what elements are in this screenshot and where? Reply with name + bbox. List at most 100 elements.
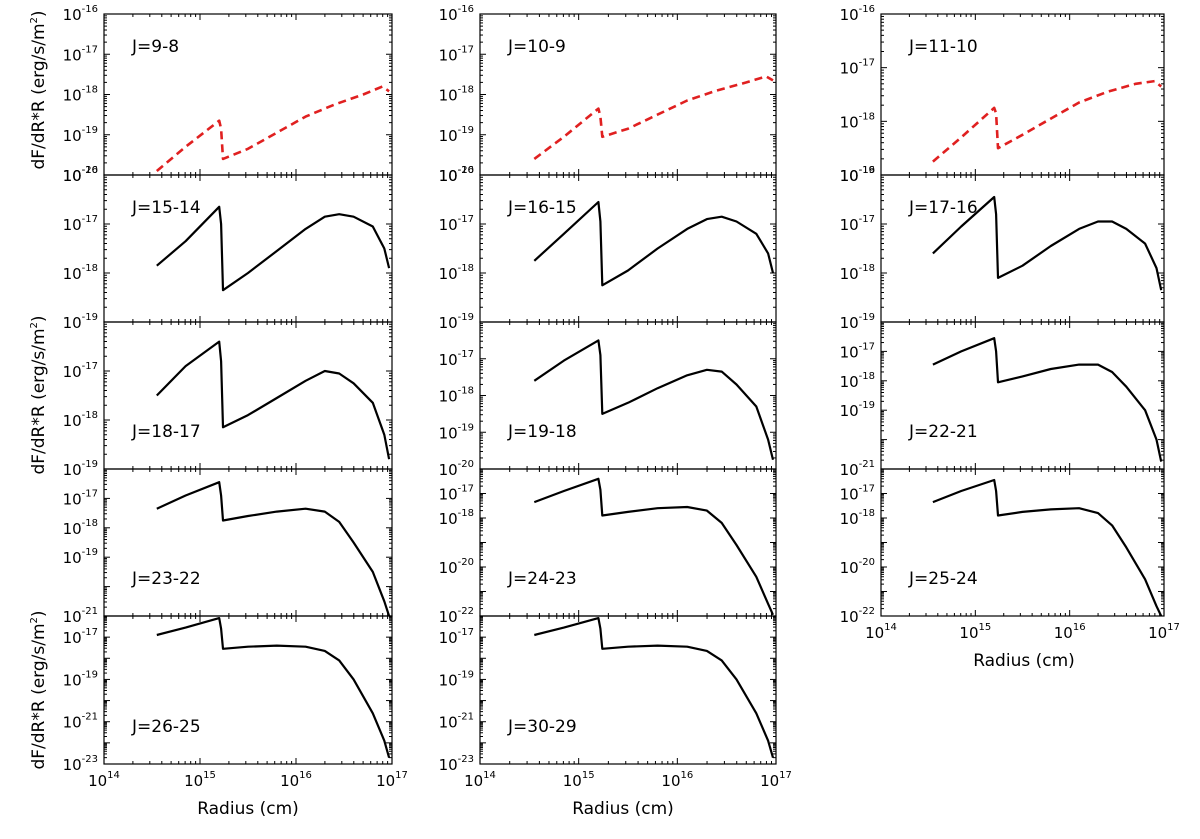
y-tick-label: 10-19 — [63, 547, 98, 567]
y-tick-label: 10-17 — [439, 214, 474, 234]
series-line — [156, 481, 391, 617]
svg-text:dF/dR*R (erg/s/m2): dF/dR*R (erg/s/m2) — [29, 610, 49, 769]
panel-frame — [103, 468, 393, 617]
panel-j-17-16: 10-16 10-17 10-18 10-19 J=17-16 — [840, 165, 1165, 332]
panel-label: J=24-23 — [507, 569, 577, 589]
panel-label: J=9-8 — [131, 37, 179, 57]
series-line — [156, 340, 391, 460]
y-tick-label: 10-16 — [63, 4, 98, 24]
series-line — [533, 339, 775, 461]
x-tick-label: 1016 — [661, 770, 693, 790]
y-tick-label: 10-19 — [63, 125, 98, 145]
svg-text:dF/dR*R (erg/s/m2): dF/dR*R (erg/s/m2) — [29, 10, 49, 169]
panel-label: J=10-9 — [507, 37, 566, 57]
y-tick-label: 10-19 — [439, 669, 474, 689]
y-tick-label: 10-18 — [840, 111, 875, 131]
y-tick-label: 10-16 — [840, 165, 875, 185]
y-tick-label: 10-17 — [63, 627, 98, 647]
y-tick-label: 10-19 — [439, 422, 474, 442]
panel-label: J=15-14 — [131, 198, 201, 218]
series-line — [932, 79, 1163, 163]
series-line — [534, 616, 775, 759]
y-axis-title-bottom: dF/dR*R (erg/s/m2) — [29, 610, 49, 769]
panel-label: J=18-17 — [131, 422, 201, 442]
y-tick-label: 10-16 — [840, 4, 875, 24]
x-tick-label: 1014 — [464, 770, 496, 790]
y-tick-label: 10-18 — [63, 410, 98, 430]
svg-text:dF/dR*R (erg/s/m2): dF/dR*R (erg/s/m2) — [29, 315, 49, 474]
y-tick-label: 10-19 — [63, 312, 98, 332]
y-tick-label: 10-19 — [63, 669, 98, 689]
panel-j-23-22: 10-17 10-18 10-19 10-21 J=23-22 — [63, 468, 393, 626]
y-tick-label: 10-18 — [840, 263, 875, 283]
x-tick-label: 1017 — [376, 770, 408, 790]
y-tick-label: 10-17 — [439, 484, 474, 504]
x-tick-label: 1015 — [959, 622, 991, 642]
x-tick-label: 1015 — [563, 770, 595, 790]
panel-j-24-23: 10-17 10-18 10-20 10-22 J=24-23 — [439, 468, 777, 626]
panel-label: J=19-18 — [507, 422, 577, 442]
x-axis-title-col1: Radius (cm) — [197, 799, 299, 819]
y-tick-label: 10-18 — [439, 85, 474, 105]
y-tick-label: 10-19 — [439, 312, 474, 332]
y-tick-label: 10-22 — [840, 606, 875, 626]
x-tick-label: 1015 — [184, 770, 216, 790]
panel-j-16-15: 10-16 10-17 10-18 10-19 J=16-15 — [439, 165, 777, 332]
series-line — [156, 205, 391, 292]
x-tick-label: 1016 — [1054, 622, 1086, 642]
y-tick-label: 10-17 — [439, 627, 474, 647]
y-tick-label: 10-20 — [63, 165, 98, 185]
y-tick-label: 10-16 — [439, 165, 474, 185]
y-tick-label: 10-17 — [840, 214, 875, 234]
panel-frame — [880, 321, 1165, 470]
y-tick-label: 10-17 — [439, 349, 474, 369]
y-tick-label: 10-17 — [63, 214, 98, 234]
y-tick-label: 10-16 — [439, 4, 474, 24]
panel-j-11-10: 10-16 10-17 10-18 10-19 J=11-10 — [840, 4, 1165, 185]
y-tick-label: 10-20 — [439, 557, 474, 577]
y-tick-label: 10-21 — [840, 459, 875, 479]
y-tick-label: 10-23 — [63, 754, 98, 774]
y-tick-label: 10-18 — [439, 508, 474, 528]
panel-frame — [479, 615, 777, 765]
series-line — [533, 200, 775, 287]
y-tick-label: 10-19 — [63, 459, 98, 479]
y-tick-label: 10-19 — [840, 312, 875, 332]
series-line — [533, 75, 774, 160]
panel-label: J=16-15 — [507, 198, 577, 218]
y-tick-label: 10-16 — [63, 165, 98, 185]
y-tick-label: 10-17 — [439, 44, 474, 64]
y-tick-label: 10-17 — [840, 484, 875, 504]
y-tick-label: 10-18 — [840, 371, 875, 391]
y-tick-label: 10-19 — [439, 125, 474, 145]
y-axis-title-top: dF/dR*R (erg/s/m2) — [29, 10, 49, 169]
y-tick-label: 10-18 — [63, 85, 98, 105]
panel-frame — [479, 468, 777, 617]
y-tick-label: 10-18 — [63, 518, 98, 538]
panel-label: J=11-10 — [908, 37, 978, 57]
panel-j-19-18: 10-17 10-18 10-19 10-20 J=19-18 — [439, 321, 777, 479]
series-line — [155, 85, 390, 172]
y-tick-label: 10-17 — [840, 341, 875, 361]
y-tick-label: 10-23 — [439, 754, 474, 774]
series-line — [533, 477, 775, 616]
y-tick-label: 10-18 — [439, 386, 474, 406]
y-tick-label: 10-18 — [840, 508, 875, 528]
y-tick-label: 10-19 — [840, 165, 875, 185]
y-tick-label: 10-17 — [63, 488, 98, 508]
panel-grid: 10-16 10-17 10-18 10-19 10-20 J=9-8 10-16 10-17… — [63, 4, 1180, 790]
panel-label: J=22-21 — [908, 422, 978, 442]
y-tick-label: 10-18 — [63, 263, 98, 283]
y-tick-label: 10-22 — [439, 606, 474, 626]
panel-j-15-14: 10-16 10-17 10-18 10-19 J=15-14 — [63, 165, 393, 332]
panel-j-22-21: 10-17 10-18 10-19 10-21 J=22-21 — [840, 321, 1165, 479]
panel-frame — [880, 468, 1165, 617]
x-axis-title-col3: Radius (cm) — [973, 651, 1075, 671]
x-tick-label: 1014 — [88, 770, 120, 790]
x-tick-label: 1017 — [1148, 622, 1180, 642]
y-tick-label: 10-17 — [63, 361, 98, 381]
x-axis-title-col2: Radius (cm) — [572, 799, 674, 819]
